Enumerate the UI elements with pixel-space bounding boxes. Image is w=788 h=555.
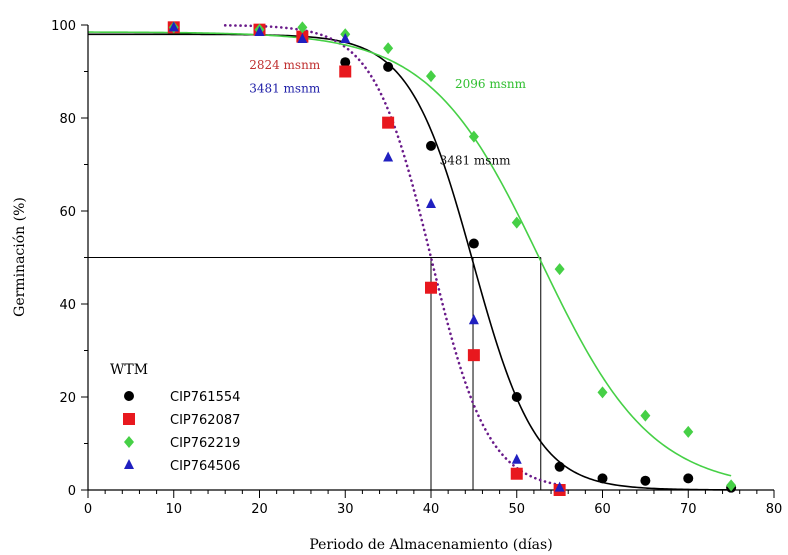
fit-curve xyxy=(223,24,561,487)
annotations: 2824 msnm 3481 msnm 2096 msnm 3481 msnm xyxy=(249,58,526,167)
data-point-diamond xyxy=(383,42,394,55)
annotation-label: 3481 msnm xyxy=(440,154,512,168)
legend-title: WTM xyxy=(110,362,148,378)
data-point-circle xyxy=(468,238,479,249)
data-point-circle xyxy=(554,461,565,472)
annotation-label: 3481 msnm xyxy=(249,81,321,95)
fit-curve xyxy=(87,31,732,477)
data-point-circle xyxy=(383,61,394,72)
x-tick-label: 20 xyxy=(251,502,268,517)
data-point-diamond xyxy=(726,479,737,492)
data-point-circle xyxy=(683,473,694,484)
legend-label: CIP762087 xyxy=(170,413,240,428)
data-point-diamond xyxy=(640,409,651,422)
data-point-triangle xyxy=(340,32,351,43)
legend-marker-diamond xyxy=(124,436,134,448)
legend-label: CIP764506 xyxy=(170,459,240,474)
x-axis-title: Periodo de Almacenamiento (días) xyxy=(309,537,552,553)
annotation-label: 2096 msnm xyxy=(455,77,527,91)
y-tick-label: 40 xyxy=(59,298,76,313)
fit-curves xyxy=(87,24,732,491)
legend-marker-triangle xyxy=(124,459,134,469)
y-tick-label: 100 xyxy=(51,19,76,34)
x-tick-label: 0 xyxy=(84,502,92,517)
x-tick-label: 60 xyxy=(594,502,611,517)
data-point-triangle xyxy=(511,453,522,464)
legend-label: CIP762219 xyxy=(170,436,240,451)
y-tick-label: 0 xyxy=(68,484,76,499)
ticks: 0 10 20 30 40 50 60 70 80 0 20 40 60 80 100 xyxy=(51,19,782,517)
y-axis-title: Germinación (%) xyxy=(12,197,28,317)
annotation-label: 2824 msnm xyxy=(249,58,321,72)
data-point-triangle xyxy=(383,151,394,162)
legend-label: CIP761554 xyxy=(170,390,240,405)
legend-marker-square xyxy=(123,413,135,425)
data-points xyxy=(167,21,737,496)
data-point-square xyxy=(382,116,395,129)
data-point-triangle xyxy=(254,25,265,36)
data-point-circle xyxy=(426,140,436,151)
data-point-diamond xyxy=(597,386,608,399)
data-point-square xyxy=(339,65,352,78)
data-point-circle xyxy=(511,392,522,402)
data-point-circle xyxy=(640,475,651,486)
data-point-square xyxy=(510,467,523,480)
data-point-triangle xyxy=(426,198,436,209)
data-point-square xyxy=(425,281,437,294)
data-point-triangle xyxy=(297,32,308,43)
data-point-diamond xyxy=(468,130,479,143)
x-tick-label: 30 xyxy=(337,502,354,517)
x-tick-label: 70 xyxy=(680,502,697,517)
x-tick-label: 80 xyxy=(766,502,783,517)
data-point-diamond xyxy=(297,21,308,34)
reference-lines xyxy=(88,257,542,490)
data-point-diamond xyxy=(426,70,436,83)
x-tick-label: 50 xyxy=(508,502,525,517)
y-tick-label: 60 xyxy=(59,205,76,220)
data-point-circle xyxy=(340,57,351,68)
y-tick-label: 20 xyxy=(59,391,76,406)
data-point-triangle xyxy=(554,481,565,492)
y-tick-label: 80 xyxy=(59,112,76,127)
legend-marker-circle xyxy=(124,391,134,401)
fit-curve xyxy=(88,33,732,491)
data-point-diamond xyxy=(554,263,565,276)
x-tick-label: 10 xyxy=(165,502,182,517)
data-point-square xyxy=(467,349,480,362)
data-point-triangle xyxy=(168,21,179,32)
data-point-diamond xyxy=(511,216,522,229)
data-point-diamond xyxy=(683,425,694,438)
data-point-circle xyxy=(597,473,608,484)
data-point-triangle xyxy=(468,314,479,325)
legend: WTM CIP761554 CIP762087 CIP762219 CIP764506 xyxy=(110,362,240,474)
x-tick-label: 40 xyxy=(423,502,440,517)
